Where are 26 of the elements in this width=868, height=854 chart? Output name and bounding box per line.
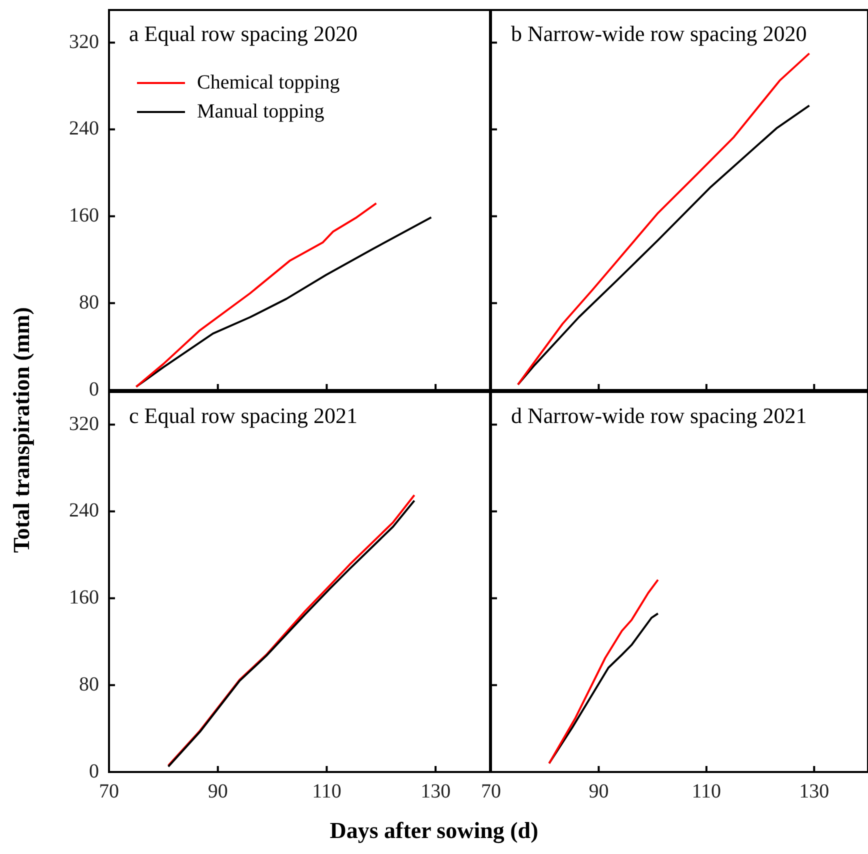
x-axis-title: Days after sowing (d) (328, 818, 540, 844)
text: d Narrow-wide row spacing 2021 (511, 402, 807, 428)
y-tick-label: 320 (69, 30, 99, 53)
y-tick-label: 80 (79, 291, 99, 314)
x-tick-label: 130 (420, 780, 451, 802)
y-tick-label: 0 (89, 760, 99, 782)
x-tick-label: 70 (99, 780, 119, 802)
x-tick-label: 90 (208, 780, 228, 802)
x-tick-label: 110 (692, 780, 722, 802)
x-tick-label: 70 (481, 780, 501, 802)
y-tick-label: 0 (89, 378, 99, 400)
x-tick-label: 130 (799, 780, 830, 802)
y-axis-title: Total transpiration (mm) (9, 307, 35, 553)
text: c Equal row spacing 2021 (129, 402, 358, 428)
text: b Narrow-wide row spacing 2020 (511, 20, 807, 46)
y-tick-label: 320 (69, 412, 99, 435)
x-tick-label: 110 (312, 780, 342, 802)
text: a Equal row spacing 2020 (129, 20, 358, 46)
y-tick-label: 160 (69, 204, 99, 227)
x-tick-label: 90 (588, 780, 609, 802)
y-tick-label: 160 (69, 586, 99, 609)
legend-label: Manual topping (197, 100, 324, 122)
y-tick-label: 240 (69, 500, 99, 522)
legend-label: Chemical topping (197, 71, 340, 94)
y-tick-label: 240 (69, 118, 99, 140)
y-tick-label: 80 (79, 673, 99, 696)
